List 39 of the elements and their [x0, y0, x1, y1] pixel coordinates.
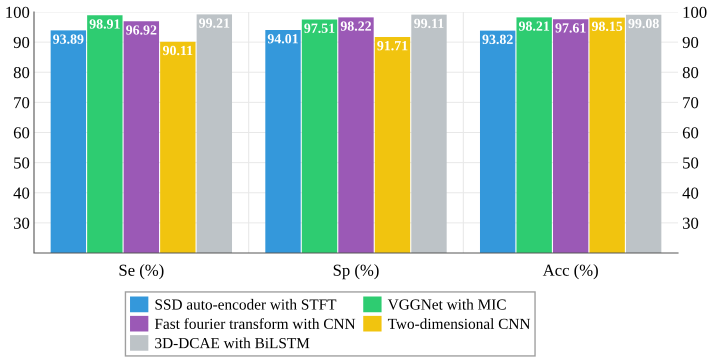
x-tick-label: Se (%) [120, 264, 164, 280]
y-tick-label: 30 [14, 218, 30, 229]
legend-label: Two-dimensional CNN [388, 318, 530, 329]
y2-tick-label: 70 [683, 97, 698, 108]
data-label: 99.08 [628, 18, 659, 28]
legend-label: VGGNet with MIC [388, 298, 506, 310]
data-label: 98.15 [592, 22, 622, 32]
data-label: 99.21 [199, 18, 230, 28]
legend-label: SSD auto-encoder with STFT [155, 298, 336, 310]
y-tick-label: 40 [13, 187, 30, 199]
y2-tick-label: 50 [683, 157, 698, 169]
y-tick-label: 60 [14, 127, 30, 138]
data-label: 98.21 [518, 21, 550, 31]
data-label: 98.91 [90, 19, 120, 29]
data-label: 97.51 [304, 24, 334, 33]
data-label: 93.89 [53, 34, 84, 44]
y2-tick-label: 40 [682, 187, 698, 199]
data-label: 93.82 [482, 34, 513, 44]
y-tick-label: 50 [14, 157, 30, 169]
x-tick-label: Acc (%) [542, 264, 598, 280]
legend-label: 3D-DCAE with BiLSTM [155, 338, 310, 348]
data-label: 90.11 [162, 46, 192, 56]
data-label: 94.01 [268, 34, 298, 44]
y2-tick-label: 30 [682, 218, 698, 229]
y2-tick-label: 90 [682, 36, 698, 48]
y2-tick-label: 100 [684, 6, 707, 18]
legend-label: Fast fourier transform with CNN [154, 318, 356, 329]
data-label: 99.11 [414, 18, 444, 28]
y-tick-label: 90 [14, 36, 30, 48]
y-tick-label: 100 [6, 6, 30, 18]
y2-tick-label: 80 [682, 66, 698, 78]
data-label: 96.92 [126, 25, 156, 35]
data-label: 98.22 [340, 21, 372, 31]
data-label: 91.71 [377, 41, 408, 50]
x-tick-label: Sp (%) [334, 264, 379, 280]
data-label: 97.61 [555, 23, 586, 33]
y-tick-label: 70 [14, 97, 30, 108]
y2-tick-label: 60 [682, 127, 698, 138]
y-tick-label: 80 [14, 66, 30, 78]
